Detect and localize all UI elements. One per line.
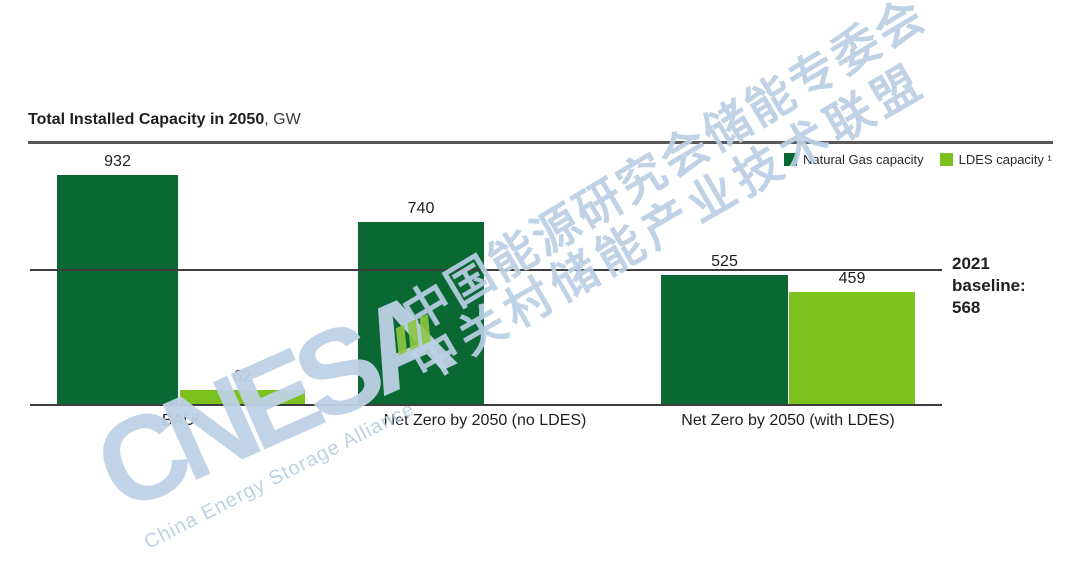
legend-label-ldes: LDES capacity ¹ (958, 152, 1052, 167)
bar-value-label: 459 (838, 270, 866, 287)
bar-value-label: 525 (711, 253, 738, 270)
bar-value-label: 932 (104, 153, 131, 170)
baseline-2021-line (30, 269, 942, 271)
legend-item-ldes: LDES capacity ¹ (939, 152, 1052, 167)
legend-label-natural-gas: Natural Gas capacity (803, 152, 924, 167)
bar-rect-netzero-withldes-natural-gas (661, 275, 788, 405)
bar-rect-bau-ldes (180, 390, 305, 405)
bar-netzero-withldes-ldes: 459 (789, 270, 915, 405)
legend-swatch-ldes-icon (939, 153, 953, 166)
bar-bau-natural-gas: 932 (57, 153, 178, 405)
category-label-netzero-withldes: Net Zero by 2050 (with LDES) (681, 412, 895, 429)
bar-value-label: 62 (233, 368, 252, 385)
bar-rect-netzero-noldes-natural-gas (358, 222, 484, 405)
title-divider (28, 141, 1053, 144)
legend-swatch-natural-gas-icon (784, 153, 797, 166)
bar-rect-bau-natural-gas (57, 175, 178, 405)
bar-netzero-noldes-natural-gas: 740 (358, 200, 484, 405)
bar-netzero-withldes-natural-gas: 525 (661, 253, 788, 405)
baseline-2021-annotation: 2021 baseline: 568 (952, 254, 1026, 317)
bar-value-label: 740 (407, 200, 435, 217)
chart-title-unit: , GW (264, 111, 301, 128)
legend-item-natural-gas: Natural Gas capacity (784, 152, 924, 167)
bar-bau-ldes: 62 (180, 368, 305, 405)
chart-legend: Natural Gas capacity LDES capacity ¹ (784, 152, 1052, 167)
category-label-bau: BAU² (161, 412, 201, 429)
category-label-netzero-noldes: Net Zero by 2050 (no LDES) (383, 412, 587, 429)
chart-title: Total Installed Capacity in 2050, GW (28, 110, 301, 130)
x-axis-line (30, 404, 942, 406)
bar-rect-netzero-withldes-ldes (789, 292, 915, 405)
chart-title-text: Total Installed Capacity in 2050 (28, 111, 265, 128)
